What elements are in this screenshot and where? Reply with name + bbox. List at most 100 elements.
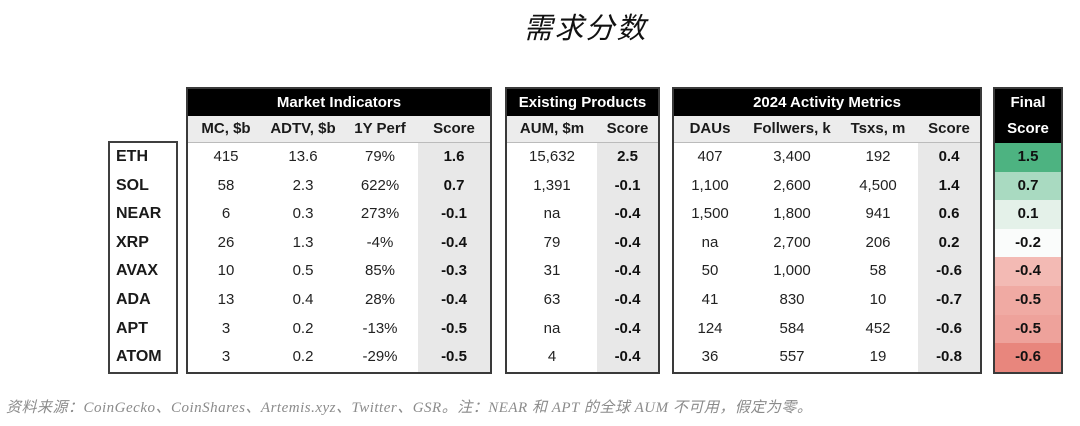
tsxs-cell: 4,500 xyxy=(859,176,897,194)
mc-cell: 415 xyxy=(213,148,239,165)
perf-cell: -29% xyxy=(362,348,398,366)
final-score-cell: 0.1 xyxy=(995,200,1061,229)
col-header-score: Score xyxy=(418,116,490,143)
am-score-cell: 0.6 xyxy=(918,200,980,229)
adtv-cell: 2.3 xyxy=(292,176,314,194)
daus-cell: 1,500 xyxy=(691,205,729,223)
perf-cell: 273% xyxy=(360,205,400,223)
aum-cell: na xyxy=(543,319,561,337)
am-score-cell: -0.8 xyxy=(918,343,980,372)
mc-cell: 58 xyxy=(217,176,235,194)
perf-cell: 28% xyxy=(364,290,396,308)
mc-cell: 6 xyxy=(221,205,231,223)
tsxs-cell: 19 xyxy=(869,348,887,366)
activity-metrics-section: 2024 Activity Metrics DAUs Follwers, k T… xyxy=(672,87,982,374)
ep-score-cell: 2.5 xyxy=(597,143,658,172)
followers-cell: 2,700 xyxy=(773,233,811,251)
asset-label-sol: SOL xyxy=(116,176,149,194)
mi-score-cell: 1.6 xyxy=(418,143,490,172)
col-header-score: Score xyxy=(597,116,658,143)
followers-cell: 830 xyxy=(779,290,805,308)
perf-cell: 85% xyxy=(364,262,396,280)
adtv-cell: 0.2 xyxy=(292,319,314,337)
tsxs-cell: 452 xyxy=(865,319,891,337)
col-header-adtv: ADTV, $b xyxy=(264,116,342,143)
asset-label-eth: ETH xyxy=(116,148,148,165)
followers-cell: 584 xyxy=(779,319,805,337)
existing-products-section: Existing Products AUM, $m Score 15,632 2… xyxy=(505,87,660,374)
aum-cell: 15,632 xyxy=(529,148,575,165)
perf-cell: -4% xyxy=(366,233,394,251)
mi-score-cell: -0.4 xyxy=(418,228,490,258)
col-header-followers: Follwers, k xyxy=(746,116,838,143)
am-score-cell: -0.6 xyxy=(918,314,980,344)
source-note: 资料来源：CoinGecko、CoinShares、Artemis.xyz、Tw… xyxy=(6,400,813,416)
final-score-cell: -0.6 xyxy=(995,343,1061,372)
adtv-cell: 0.4 xyxy=(292,290,314,308)
mc-cell: 10 xyxy=(217,262,235,280)
col-header-tsxs: Tsxs, m xyxy=(838,116,918,143)
am-score-cell: 0.2 xyxy=(918,228,980,258)
daus-cell: 41 xyxy=(701,290,719,308)
adtv-cell: 0.5 xyxy=(292,262,314,280)
mi-score-cell: -0.5 xyxy=(418,314,490,344)
asset-label-apt: APT xyxy=(116,319,148,337)
final-score-header-line1: Final xyxy=(1010,94,1046,111)
aum-cell: 1,391 xyxy=(533,176,571,194)
mi-score-cell: -0.3 xyxy=(418,257,490,286)
ep-score-cell: -0.1 xyxy=(597,171,658,201)
asset-label-atom: ATOM xyxy=(116,348,162,366)
ep-score-cell: -0.4 xyxy=(597,285,658,315)
aum-cell: 63 xyxy=(543,290,561,308)
perf-cell: 622% xyxy=(360,176,400,194)
final-score-cell: 1.5 xyxy=(995,143,1061,172)
adtv-cell: 1.3 xyxy=(292,233,314,251)
daus-cell: 36 xyxy=(701,348,719,366)
demand-score-table: ETH SOL NEAR XRP AVAX ADA APT ATOM Marke… xyxy=(108,87,1063,374)
tsxs-cell: 58 xyxy=(869,262,887,280)
final-score-section: Final Score 1.5 0.7 0.1 -0.2 -0.4 -0.5 -… xyxy=(993,87,1063,374)
mi-score-cell: -0.5 xyxy=(418,343,490,372)
asset-label-ada: ADA xyxy=(116,290,151,308)
aum-cell: 79 xyxy=(543,233,561,251)
col-header-mc: MC, $b xyxy=(188,116,264,143)
followers-cell: 3,400 xyxy=(773,148,811,165)
asset-label-near: NEAR xyxy=(116,205,162,223)
daus-cell: 50 xyxy=(701,262,719,280)
am-score-cell: 1.4 xyxy=(918,171,980,201)
adtv-cell: 13.6 xyxy=(288,148,318,165)
mc-cell: 13 xyxy=(217,290,235,308)
am-score-cell: -0.6 xyxy=(918,257,980,286)
final-score-header-line2: Score xyxy=(1007,120,1049,137)
daus-cell: na xyxy=(701,233,719,251)
tsxs-cell: 192 xyxy=(865,148,891,165)
final-score-cell: -0.5 xyxy=(995,314,1061,344)
final-score-cell: -0.5 xyxy=(995,285,1061,315)
asset-label-xrp: XRP xyxy=(116,233,149,251)
tsxs-cell: 206 xyxy=(865,233,891,251)
mi-score-cell: 0.7 xyxy=(418,171,490,201)
am-score-cell: 0.4 xyxy=(918,143,980,172)
daus-cell: 124 xyxy=(697,319,723,337)
tsxs-cell: 10 xyxy=(869,290,887,308)
aum-cell: 4 xyxy=(547,348,557,366)
market-indicators-section: Market Indicators MC, $b ADTV, $b 1Y Per… xyxy=(186,87,492,374)
followers-cell: 1,000 xyxy=(773,262,811,280)
final-score-cell: -0.4 xyxy=(995,257,1061,286)
asset-label-column: ETH SOL NEAR XRP AVAX ADA APT ATOM xyxy=(108,141,178,374)
perf-cell: 79% xyxy=(364,148,396,165)
final-score-cell: -0.2 xyxy=(995,228,1061,258)
final-score-header: Final Score xyxy=(995,89,1061,143)
asset-label-avax: AVAX xyxy=(116,262,159,280)
mc-cell: 26 xyxy=(217,233,235,251)
mc-cell: 3 xyxy=(221,348,231,366)
followers-cell: 1,800 xyxy=(773,205,811,223)
adtv-cell: 0.2 xyxy=(292,348,314,366)
ep-score-cell: -0.4 xyxy=(597,343,658,372)
col-header-aum: AUM, $m xyxy=(507,116,597,143)
activity-metrics-header: 2024 Activity Metrics xyxy=(674,89,980,116)
daus-cell: 1,100 xyxy=(691,176,729,194)
col-header-perf: 1Y Perf xyxy=(342,116,418,143)
perf-cell: -13% xyxy=(362,319,398,337)
am-score-cell: -0.7 xyxy=(918,285,980,315)
